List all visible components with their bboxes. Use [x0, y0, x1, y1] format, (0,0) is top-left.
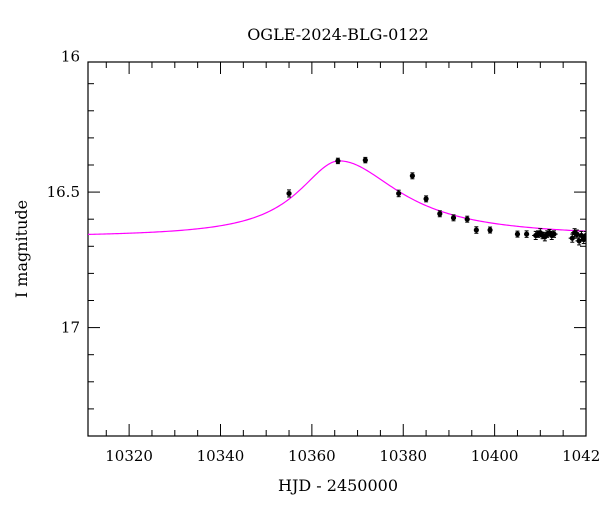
- y-axis-label: I magnitude: [12, 200, 31, 298]
- data-point: [423, 196, 428, 201]
- x-tick-label: 10420: [562, 447, 600, 465]
- light-curve-chart: OGLE-2024-BLG-0122 10320 10340 10360 10380 1…: [0, 0, 600, 512]
- x-tick-label: 10340: [197, 447, 245, 465]
- x-tick-label: 10380: [379, 447, 427, 465]
- y-tick-label: 16.5: [47, 183, 80, 201]
- data-point: [335, 158, 340, 163]
- chart-title: OGLE-2024-BLG-0122: [247, 25, 429, 44]
- data-point: [474, 227, 479, 232]
- data-point: [286, 191, 291, 196]
- x-tick-label: 10360: [288, 447, 336, 465]
- data-points: [286, 157, 589, 245]
- data-point: [465, 217, 470, 222]
- data-point: [451, 215, 456, 220]
- data-point: [396, 191, 401, 196]
- data-point: [583, 233, 588, 238]
- axis-tick-labels: 10320 10340 10360 10380 10400 10420 16 16.5 17: [47, 48, 600, 465]
- y-tick-label: 17: [61, 319, 80, 337]
- data-point: [363, 158, 368, 163]
- data-point: [487, 227, 492, 232]
- x-tick-label: 10320: [105, 447, 153, 465]
- x-axis-label: HJD - 2450000: [278, 476, 398, 495]
- data-point: [524, 231, 529, 236]
- plot-frame: [88, 62, 586, 436]
- data-point: [437, 211, 442, 216]
- model-curve: [88, 161, 586, 234]
- y-tick-label: 16: [61, 48, 80, 66]
- data-point: [410, 173, 415, 178]
- axis-ticks: [88, 62, 586, 436]
- x-tick-label: 10400: [471, 447, 519, 465]
- data-point: [551, 231, 556, 236]
- data-point: [515, 231, 520, 236]
